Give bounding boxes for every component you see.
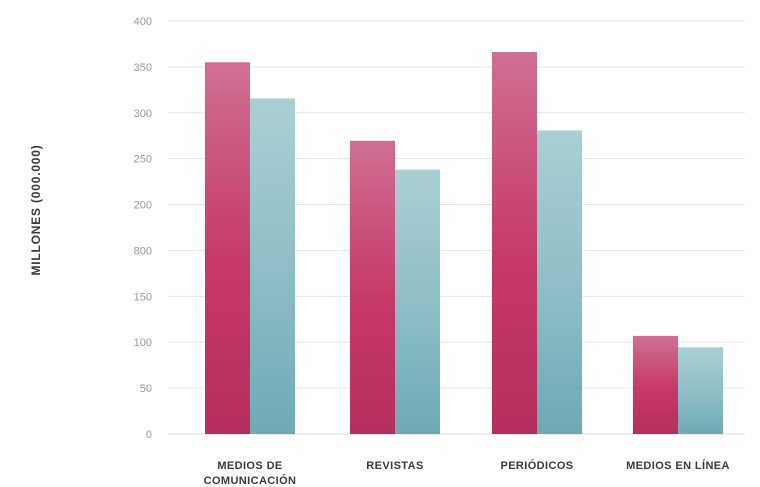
y-axis-title: MILLONES (000.000): [29, 144, 43, 275]
bars: [205, 51, 723, 435]
y-tick-label: 300: [134, 108, 152, 120]
bar-series1-2: [492, 51, 537, 434]
bar-series1-0: [205, 62, 250, 435]
y-tick-label: 0: [146, 429, 152, 441]
x-category-label: PERIÓDICOS: [500, 459, 573, 472]
category-labels: MEDIOS DE COMUNICACIÓN REVISTAS PERIÓDICOS M…: [204, 459, 730, 487]
y-tick-label: 100: [134, 337, 152, 349]
y-tick-label: 200: [134, 200, 152, 212]
bar-series1-3: [633, 335, 678, 434]
x-category-label: MEDIOS EN LÍNEA: [626, 459, 730, 472]
x-category-label: REVISTAS: [366, 460, 423, 472]
y-tick-label: 150: [134, 291, 152, 303]
bar-series1-1: [350, 140, 395, 434]
bar-series2-3: [678, 347, 723, 434]
y-tick-labels: 0 50 100 150 800 200 250 300 350 400: [134, 16, 152, 441]
bar-series2-2: [537, 130, 582, 434]
y-tick-label: 400: [134, 16, 152, 28]
y-tick-label: 250: [134, 154, 152, 166]
bar-series2-0: [250, 98, 295, 434]
x-category-label: MEDIOS DE COMUNICACIÓN: [204, 460, 297, 487]
y-tick-label: 50: [140, 383, 152, 395]
y-tick-label: 350: [134, 62, 152, 74]
bar-series2-1: [395, 169, 440, 434]
y-tick-label: 800: [134, 245, 152, 257]
